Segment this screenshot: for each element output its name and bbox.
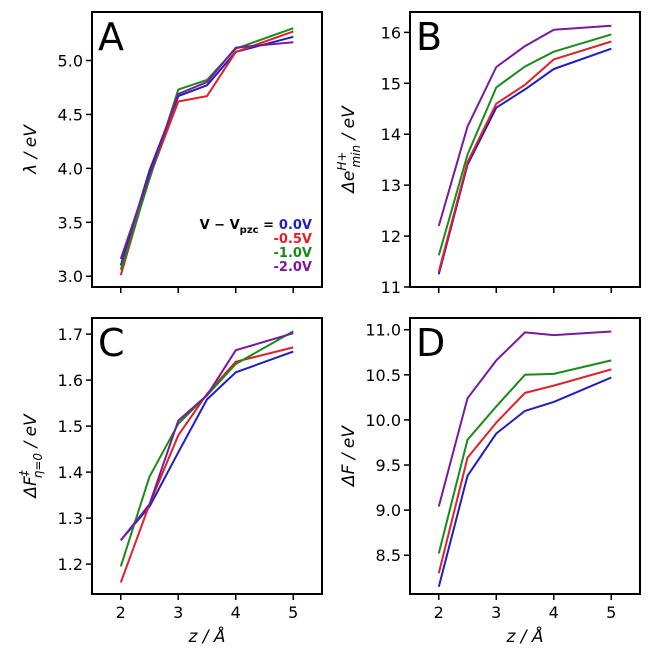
x-tick-label: 3 (491, 603, 501, 622)
panel-c: 2 3 4 5 1.2 1.3 1.4 1.5 1.6 1.7 Cz / Å ΔF‡η=0 / eV (17, 317, 323, 647)
series-line--0.5V (119, 346, 294, 583)
y-tick-label: 1.2 (58, 555, 83, 574)
panel-letter: C (98, 321, 125, 365)
x-axis-label: z / Å (505, 625, 543, 647)
panel-letter: B (416, 15, 442, 59)
axes-frame (91, 317, 323, 595)
series-line--2.0V (437, 24, 612, 227)
series-line--0.5V (437, 368, 612, 574)
y-tick-label: 9.5 (376, 456, 401, 475)
y-tick-label: 5.0 (58, 52, 83, 71)
y-tick-label: 14 (381, 125, 401, 144)
y-axis-label: ΔeH+min / eV (335, 105, 363, 195)
legend-entry--0.5V: -0.5V (274, 232, 313, 247)
x-tick-label: 2 (116, 603, 126, 622)
series-line--1.0V (119, 330, 294, 567)
y-tick-label: 11 (381, 278, 401, 297)
series-line--1.0V (119, 27, 294, 271)
legend: V − Vpzc = 0.0V-0.5V-1.0V-2.0V (200, 218, 312, 275)
panel-a: 3.0 3.5 4.0 4.5 5.0 Aλ / eV V − Vpzc = 0.0V-0.5… (21, 11, 323, 293)
series-line--2.0V (437, 330, 612, 507)
series-line--0.5V (119, 30, 294, 276)
series-line--2.0V (120, 332, 294, 541)
series-line--2.0V (119, 41, 294, 260)
y-tick-label: 8.5 (376, 546, 401, 565)
y-tick-label: 1.4 (58, 463, 83, 482)
y-tick-label: 1.3 (58, 509, 83, 528)
axes-frame (91, 11, 323, 288)
y-tick-label: 4.0 (58, 159, 83, 178)
y-tick-label: 11.0 (365, 321, 401, 340)
legend-entry--1.0V: -1.0V (274, 246, 313, 261)
series-line-0.0V (437, 376, 612, 588)
y-tick-label: 9.0 (376, 501, 401, 520)
y-tick-label: 1.6 (58, 371, 83, 390)
y-tick-label: 15 (381, 74, 401, 93)
panel-letter: D (416, 321, 445, 365)
y-tick-label: 16 (381, 23, 401, 42)
y-tick-label: 1.5 (58, 417, 83, 436)
axes-frame (409, 11, 641, 288)
x-axis-label: z / Å (187, 625, 225, 647)
panel-d: 2 3 4 5 8.5 9.0 9.5 10.0 10.5 11.0 Dz / Å ΔF / eV (339, 317, 641, 647)
series-line--0.5V (437, 40, 612, 272)
legend-entry--2.0V: -2.0V (274, 260, 313, 275)
x-tick-label: 4 (231, 603, 241, 622)
series-line--1.0V (437, 33, 612, 256)
y-axis-label: ΔF‡η=0 / eV (17, 413, 45, 500)
x-tick-label: 3 (173, 603, 183, 622)
y-tick-label: 10.5 (365, 366, 401, 385)
axes-frame (409, 317, 641, 595)
y-tick-label: 10.0 (365, 411, 401, 430)
y-tick-label: 12 (381, 227, 401, 246)
series-line--1.0V (437, 359, 612, 554)
y-axis-label: ΔF / eV (339, 425, 359, 488)
legend-entry-0.0V: 0.0V (279, 218, 312, 233)
y-tick-label: 1.7 (58, 325, 83, 344)
y-tick-label: 13 (381, 176, 401, 195)
series-line-0.0V (120, 350, 294, 541)
panel-letter: A (98, 15, 124, 59)
x-tick-label: 4 (549, 603, 559, 622)
x-tick-label: 5 (288, 603, 298, 622)
y-tick-label: 3.0 (58, 267, 83, 286)
y-tick-label: 4.5 (58, 105, 83, 124)
y-axis-label: λ / eV (21, 124, 41, 175)
panel-b: 11 12 13 14 15 16 B ΔeH+min / eV (335, 11, 641, 297)
x-tick-label: 2 (434, 603, 444, 622)
legend-title: V − Vpzc = (200, 218, 274, 236)
x-tick-label: 5 (606, 603, 616, 622)
y-tick-label: 3.5 (58, 213, 83, 232)
